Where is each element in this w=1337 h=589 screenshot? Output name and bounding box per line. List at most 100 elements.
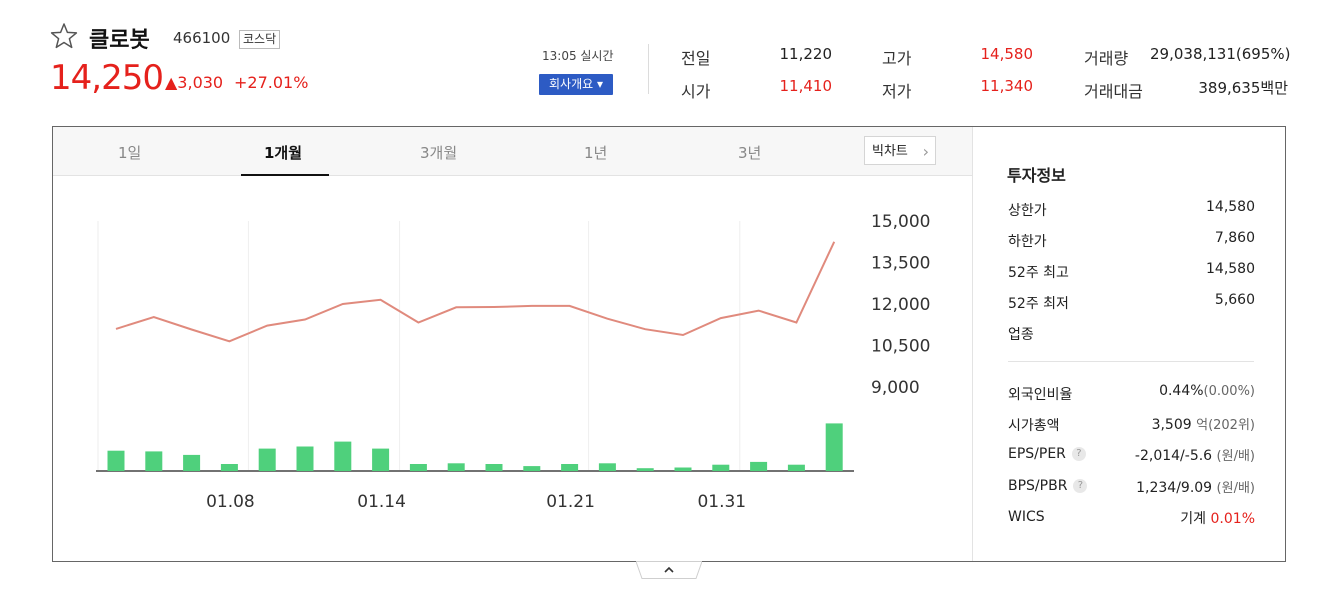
x-tick-label: 01.21 [546, 492, 595, 512]
big-chart-label: 빅차트 [872, 144, 908, 159]
stock-code: 466100 [173, 29, 231, 47]
volume-bar [409, 464, 427, 471]
change-rate: +27.01% [234, 73, 309, 92]
company-overview-button[interactable]: 회사개요 ▾ [539, 74, 613, 95]
y-tick-label: 15,000 [871, 212, 930, 232]
tab-1year[interactable]: 1년 [584, 144, 608, 162]
market-cap-main: 3,509 [1151, 417, 1192, 433]
lower-limit-label: 하한가 [1008, 234, 1047, 250]
open-value: 11,410 [779, 77, 833, 95]
y-tick-label: 12,000 [871, 295, 930, 315]
52w-low-value: 5,660 [1214, 292, 1255, 308]
price-line [115, 241, 836, 343]
trade-amount-label: 거래대금 [1084, 82, 1143, 101]
volume-bar [598, 463, 616, 471]
header-divider [648, 44, 649, 94]
price-chart: 15,000 13,500 12,000 10,500 9,000 01.08 01.14 0… [96, 212, 930, 512]
stock-name: 클로봇 [89, 28, 150, 53]
y-tick-label: 13,500 [871, 254, 930, 274]
volume-bar [485, 464, 503, 471]
volume-bar [258, 448, 276, 471]
volume-bar [334, 441, 352, 471]
upper-limit-value: 14,580 [1206, 199, 1255, 215]
x-tick-label: 01.14 [357, 492, 406, 512]
trade-amount-value: 389,635백만 [1198, 79, 1288, 97]
sector-label: 업종 [1008, 327, 1034, 343]
volume-bar [296, 446, 314, 471]
52w-high-label: 52주 최고 [1008, 265, 1069, 281]
chevron-up-icon [664, 566, 674, 573]
volume-bar [220, 464, 238, 471]
foreign-ratio-value: 0.44%(0.00%) [1100, 383, 1255, 399]
eps-per-label: EPS/PER [1008, 446, 1066, 462]
realtime-label: 13:05 실시간 [542, 49, 614, 63]
high-value: 14,580 [980, 45, 1034, 63]
market-cap-rank: 억(202위) [1196, 418, 1255, 433]
investment-info-title: 투자정보 [1007, 166, 1066, 185]
volume-bar [183, 454, 201, 471]
eps-per-main: -2,014/-5.6 [1134, 448, 1213, 464]
low-label: 저가 [882, 82, 912, 101]
bps-pbr-label: BPS/PBR [1008, 478, 1068, 494]
upper-limit-label: 상한가 [1008, 203, 1047, 219]
bps-pbr-value: 1,234/9.09 (원/배) [1100, 477, 1255, 496]
lower-limit-value: 7,860 [1214, 230, 1255, 246]
foreign-ratio-main: 0.44% [1159, 383, 1204, 399]
active-tab-indicator [241, 174, 329, 176]
foreign-ratio-label: 외국인비율 [1008, 387, 1073, 403]
volume-bar [523, 466, 541, 471]
info-divider [1008, 361, 1254, 362]
tab-3month[interactable]: 3개월 [420, 144, 458, 162]
volume-bar [107, 450, 125, 471]
market-cap-value: 3,509 억(202위) [1100, 414, 1255, 433]
x-tick-label: 01.08 [206, 492, 255, 512]
volume-bar [825, 423, 843, 471]
y-tick-label: 10,500 [871, 337, 930, 357]
tab-1day[interactable]: 1일 [118, 144, 142, 162]
wics-change: 0.01% [1210, 511, 1255, 527]
bps-pbr-label-wrap: BPS/PBR? [1008, 478, 1088, 494]
prev-close-label: 전일 [681, 49, 711, 68]
volume-bar [145, 451, 163, 471]
52w-high-value: 14,580 [1206, 261, 1255, 277]
panel-divider [972, 127, 973, 561]
tab-3year[interactable]: 3년 [738, 144, 762, 162]
foreign-ratio-change: (0.00%) [1203, 384, 1255, 399]
bps-pbr-unit: (원/배) [1216, 481, 1255, 496]
volume-bar [372, 448, 390, 471]
favorite-star-icon[interactable] [50, 22, 78, 50]
y-tick-label: 9,000 [871, 378, 920, 398]
volume-bar [787, 464, 805, 471]
wics-sector[interactable]: 기계 [1180, 511, 1207, 527]
volume-bar [561, 464, 579, 471]
collapse-panel-button[interactable] [636, 561, 702, 579]
volume-bar [674, 467, 692, 471]
wics-value: 기계 0.01% [1100, 508, 1255, 528]
period-tab-bar [53, 127, 972, 176]
volume-bar [750, 461, 768, 471]
volume-label: 거래량 [1084, 49, 1129, 68]
x-tick-label: 01.31 [697, 492, 746, 512]
market-badge: 코스닥 [239, 30, 281, 49]
eps-per-value: -2,014/-5.6 (원/배) [1100, 445, 1255, 464]
open-label: 시가 [681, 82, 711, 101]
chevron-right-icon: › [922, 142, 929, 161]
bps-pbr-main: 1,234/9.09 [1136, 480, 1213, 496]
volume-bar [447, 463, 465, 471]
current-price: 14,250 [50, 58, 164, 98]
market-cap-label: 시가총액 [1008, 418, 1060, 434]
tab-1month[interactable]: 1개월 [264, 144, 303, 162]
52w-low-label: 52주 최저 [1008, 296, 1069, 312]
wics-label: WICS [1008, 509, 1045, 525]
prev-close-value: 11,220 [779, 45, 833, 63]
big-chart-button[interactable]: 빅차트 › [864, 136, 936, 165]
volume-bar [636, 468, 654, 471]
help-icon[interactable]: ? [1071, 447, 1086, 461]
eps-per-label-wrap: EPS/PER? [1008, 446, 1086, 462]
high-label: 고가 [882, 49, 912, 68]
price-change: ▲3,030 [165, 73, 224, 92]
help-icon[interactable]: ? [1073, 479, 1088, 493]
low-value: 11,340 [980, 77, 1034, 95]
eps-per-unit: (원/배) [1216, 449, 1255, 464]
volume-bar [712, 464, 730, 471]
